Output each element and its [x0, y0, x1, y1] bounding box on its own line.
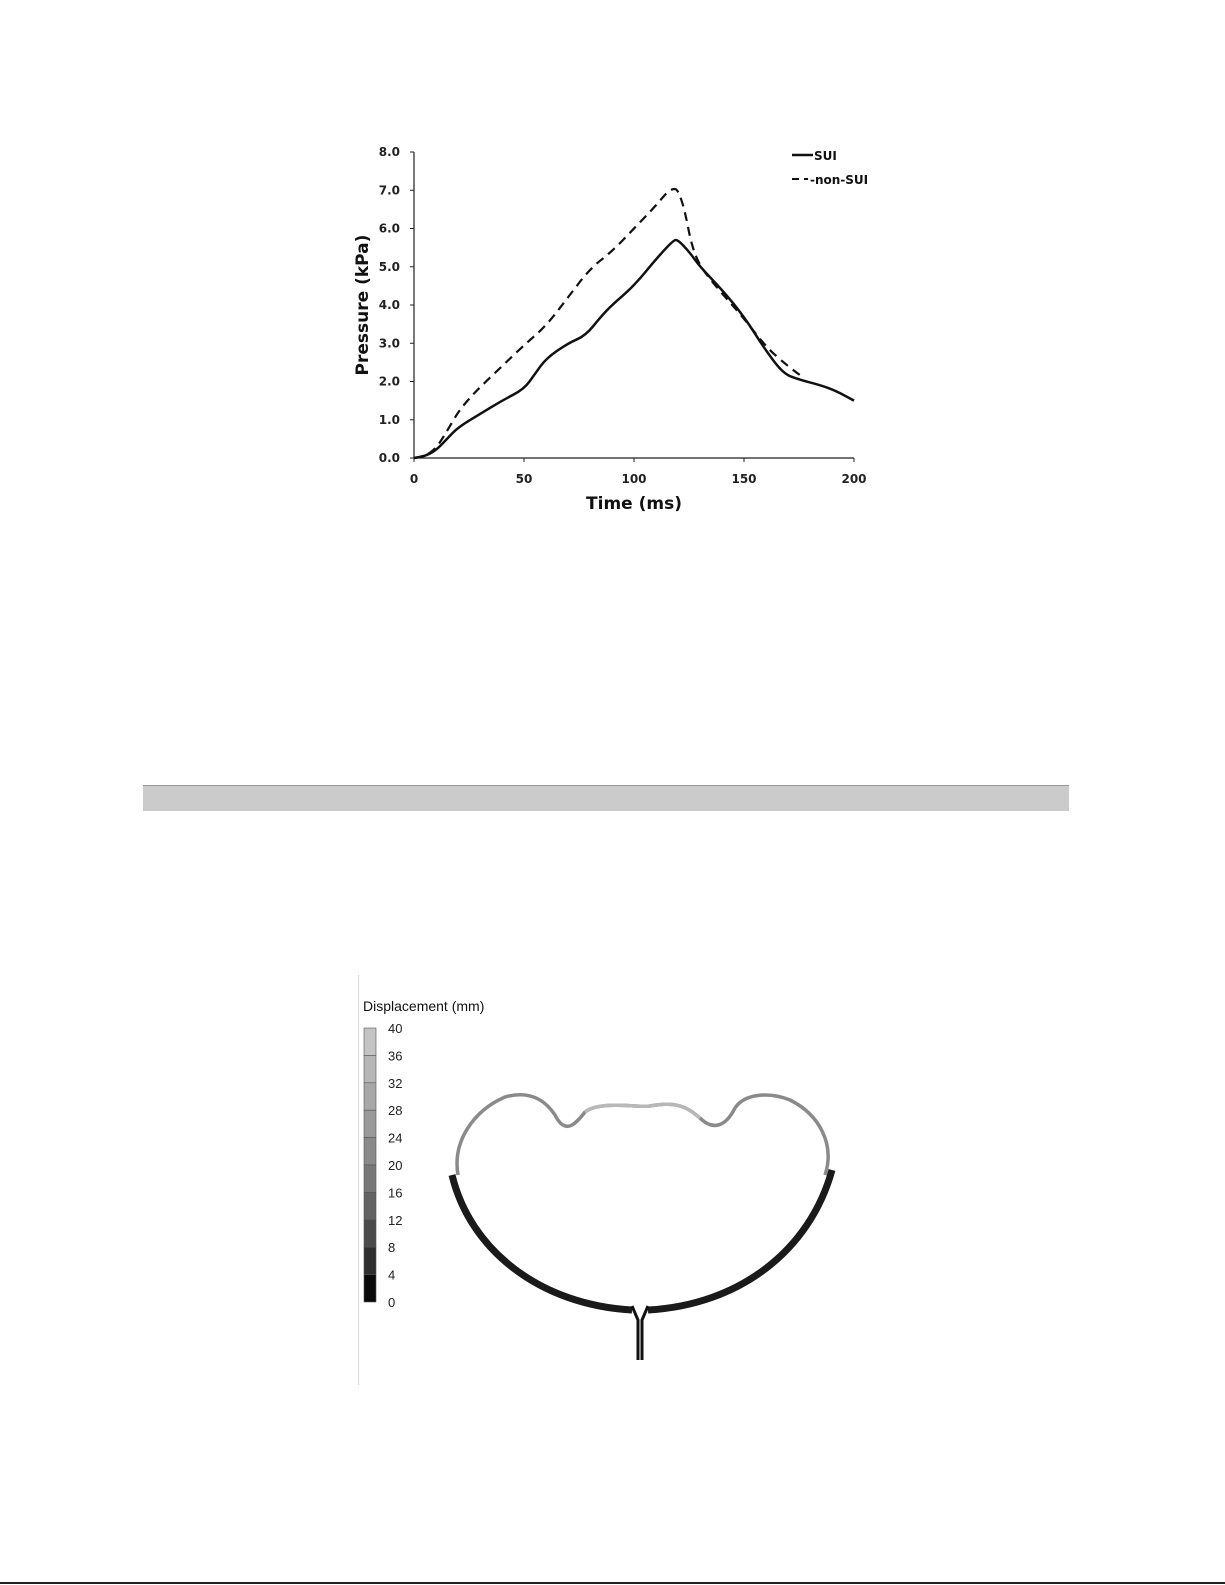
section-divider-bar [143, 785, 1069, 811]
colorbar-tick-label: 36 [388, 1048, 402, 1063]
colorbar-segment [363, 1027, 377, 1056]
colorbar-tick-label: 32 [388, 1076, 402, 1091]
x-tick-label: 0 [410, 472, 418, 486]
x-tick-label: 150 [731, 472, 756, 486]
x-tick-label: 50 [516, 472, 533, 486]
page-bottom-rule [0, 1582, 1225, 1584]
y-tick-label: 6.0 [379, 222, 400, 236]
colorbar-segment [363, 1164, 377, 1193]
series-line-sui [413, 238, 855, 460]
colorbar-tick-label: 4 [388, 1268, 395, 1283]
colorbar-tick-label: 40 [388, 1021, 402, 1036]
colorbar-title: Displacement (mm) [363, 998, 484, 1014]
upper-membrane-center [583, 1102, 702, 1120]
colorbar-segment [363, 1274, 377, 1303]
colorbar-segment [363, 1192, 377, 1221]
upper-membrane [455, 1093, 830, 1176]
colorbar-segment [363, 1082, 377, 1111]
legend: SUI -non-SUI [792, 149, 868, 187]
colorbar-segment [363, 1055, 377, 1084]
y-tick-label: 7.0 [379, 183, 400, 197]
y-tick-label: 1.0 [379, 413, 400, 427]
figure-border-line [358, 975, 359, 1385]
y-tick-label: 5.0 [379, 260, 400, 274]
model-shape [448, 1093, 836, 1360]
colorbar-segment [363, 1219, 377, 1248]
colorbar-tick-label: 20 [388, 1158, 402, 1173]
lower-membrane [448, 1169, 836, 1314]
x-tick-label: 200 [841, 472, 866, 486]
y-tick-label: 8.0 [379, 145, 400, 159]
colorbar-tick-label: 16 [388, 1185, 402, 1200]
y-axis-label: Pressure (kPa) [353, 235, 373, 376]
chart-series [413, 187, 855, 460]
colorbar-tick-label: 0 [388, 1295, 395, 1310]
series-line-non-sui [413, 187, 805, 460]
legend-label-sui: SUI [814, 149, 837, 163]
legend-label-non-sui: -non-SUI [810, 173, 868, 187]
colorbar-tick-label: 8 [388, 1240, 395, 1255]
chart-axes: 0 50 100 150 200 0.0 1.0 2.0 3.0 4.0 5.0 6.0 7.0 8.0 [379, 145, 867, 486]
pressure-time-chart: 0 50 100 150 2000.01.02.03.04.05.06.07.08.0 … [353, 145, 868, 514]
colorbar-tick-label: 24 [388, 1131, 402, 1146]
colorbar-segment [363, 1109, 377, 1138]
y-tick-label: 4.0 [379, 298, 400, 312]
y-tick-label: 3.0 [379, 336, 400, 350]
colorbar-segment [363, 1137, 377, 1166]
y-tick-label: 2.0 [379, 375, 400, 389]
colorbar-segment [363, 1246, 377, 1275]
outlet-tube [630, 1305, 650, 1360]
x-axis-label: Time (ms) [586, 494, 682, 514]
y-tick-label: 0.0 [379, 451, 400, 465]
colorbar-tick-label: 28 [388, 1103, 402, 1118]
colorbar-tick-label: 12 [388, 1213, 402, 1228]
x-tick-label: 100 [621, 472, 646, 486]
